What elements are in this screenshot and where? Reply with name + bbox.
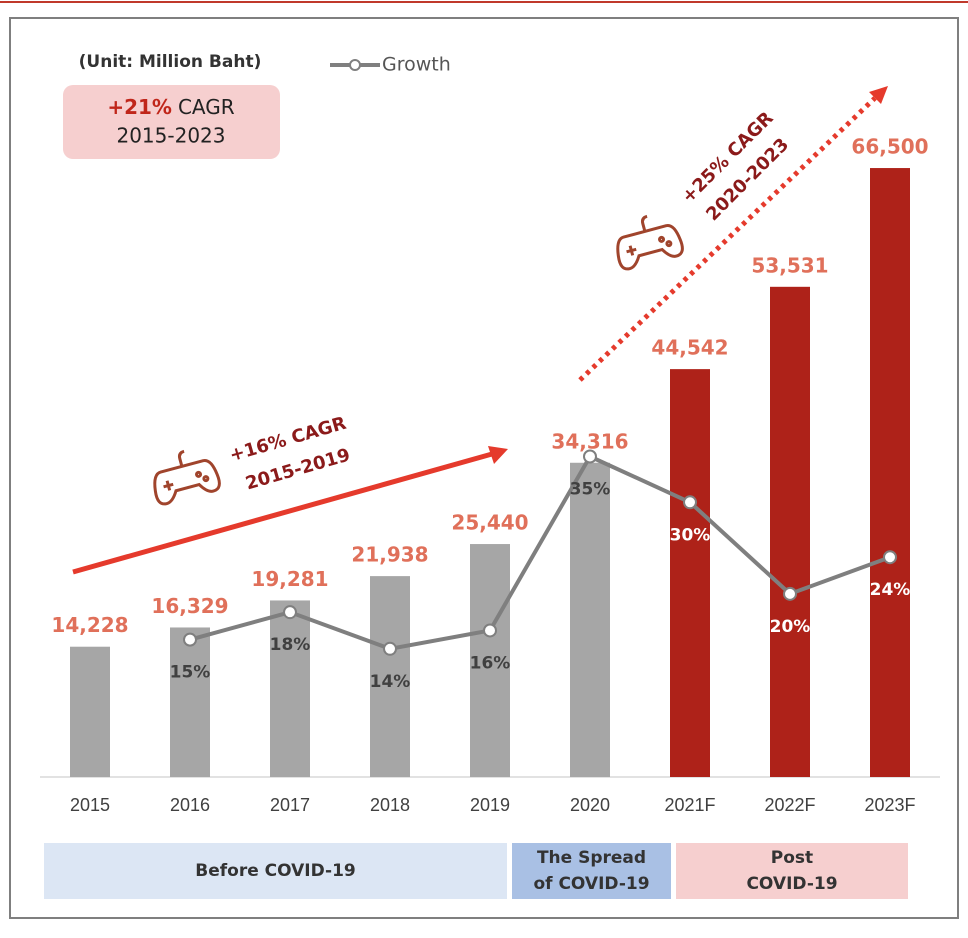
growth-point bbox=[683, 495, 697, 510]
x-tick-label: 2020 bbox=[570, 795, 610, 815]
bar bbox=[570, 462, 610, 777]
legend-label: Growth bbox=[382, 54, 451, 76]
growth-label: 24% bbox=[870, 580, 911, 600]
x-tick-label: 2018 bbox=[370, 795, 410, 815]
period-label: The Spread bbox=[537, 848, 646, 868]
value-label: 25,440 bbox=[451, 511, 528, 535]
growth-label: 18% bbox=[270, 635, 311, 655]
trend-arrow bbox=[72, 451, 493, 575]
growth-line bbox=[189, 453, 891, 651]
bar bbox=[70, 646, 110, 777]
growth-point bbox=[383, 641, 397, 656]
cagr-box-title: +21% CAGR bbox=[107, 95, 234, 119]
growth-point bbox=[183, 632, 197, 647]
bar bbox=[770, 286, 810, 777]
x-tick-label: 2015 bbox=[70, 795, 110, 815]
x-tick-label: 2017 bbox=[270, 795, 310, 815]
growth-point bbox=[283, 605, 297, 620]
cagr-label: CAGR bbox=[178, 95, 235, 119]
growth-label: 15% bbox=[170, 663, 211, 683]
value-label: 66,500 bbox=[851, 135, 928, 159]
period-box bbox=[676, 843, 908, 899]
bar bbox=[370, 576, 410, 777]
value-label: 14,228 bbox=[51, 613, 128, 637]
legend-marker bbox=[349, 59, 361, 71]
unit-note: (Unit: Million Baht) bbox=[79, 52, 262, 72]
growth-point bbox=[483, 623, 497, 638]
x-tick-label: 2023F bbox=[864, 795, 915, 815]
growth-label: 14% bbox=[370, 672, 411, 692]
cagr-rate: +21% bbox=[107, 95, 172, 119]
value-label: 53,531 bbox=[751, 253, 828, 277]
value-label: 19,281 bbox=[251, 567, 328, 591]
growth-label: 16% bbox=[470, 653, 511, 673]
x-tick-label: 2019 bbox=[470, 795, 510, 815]
trend-arrow-head bbox=[488, 446, 508, 464]
growth-point bbox=[883, 550, 897, 565]
period-label: Post bbox=[771, 848, 813, 868]
growth-label: 30% bbox=[670, 525, 711, 545]
gamepad-icon bbox=[153, 449, 221, 506]
value-label: 21,938 bbox=[351, 543, 428, 567]
growth-label: 35% bbox=[570, 480, 611, 500]
x-tick-label: 2021F bbox=[664, 795, 715, 815]
value-label: 34,316 bbox=[551, 429, 628, 453]
bar bbox=[870, 168, 910, 778]
growth-label: 20% bbox=[770, 617, 811, 637]
x-tick-label: 2022F bbox=[764, 795, 815, 815]
value-label: 16,329 bbox=[151, 594, 228, 618]
gamepad-icon bbox=[616, 214, 684, 271]
bar bbox=[670, 369, 710, 777]
x-tick-label: 2016 bbox=[170, 795, 210, 815]
frame bbox=[9, 17, 959, 919]
growth-point bbox=[583, 449, 597, 464]
cagr-box bbox=[63, 85, 280, 159]
cagr-period: 2015-2023 bbox=[116, 124, 225, 148]
period-box bbox=[512, 843, 671, 899]
period-box bbox=[44, 843, 507, 899]
period-label: COVID-19 bbox=[746, 874, 837, 894]
value-label: 44,542 bbox=[651, 336, 728, 360]
legend: Growth bbox=[330, 54, 451, 76]
bar bbox=[170, 627, 210, 777]
growth-point bbox=[783, 586, 797, 601]
bar bbox=[470, 544, 510, 777]
bar bbox=[270, 600, 310, 777]
period-label: of COVID-19 bbox=[533, 874, 649, 894]
trend-arrow-head bbox=[869, 86, 888, 104]
period-label: Before COVID-19 bbox=[195, 861, 356, 881]
